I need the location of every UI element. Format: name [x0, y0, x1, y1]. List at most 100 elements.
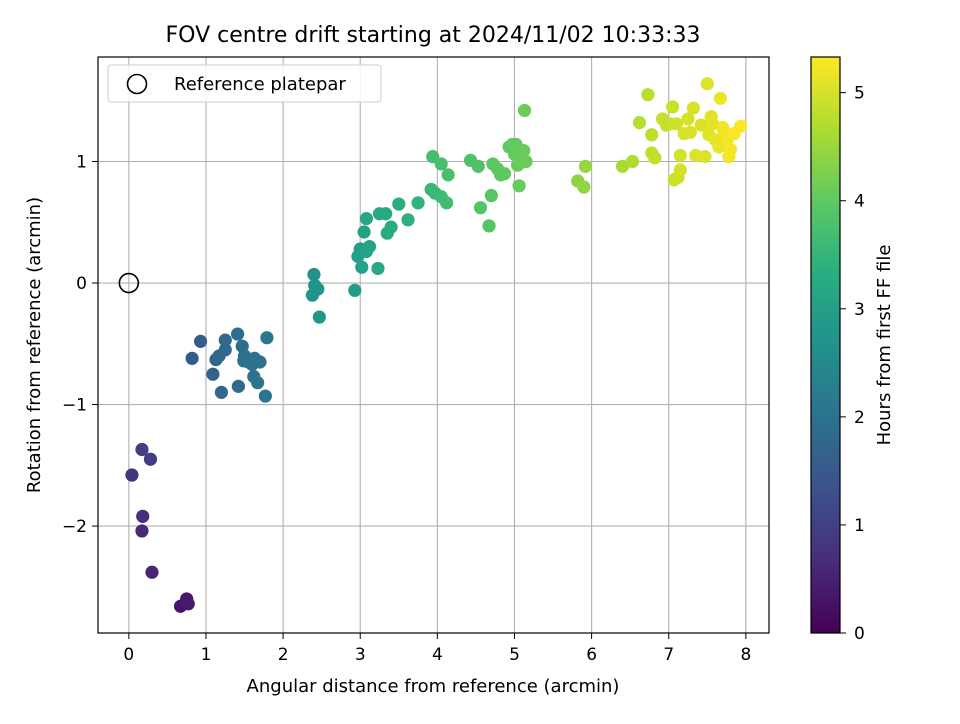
- reference-layer: [118, 272, 140, 294]
- data-point: [625, 154, 640, 169]
- y-tick-label: −1: [62, 396, 87, 416]
- data-point: [615, 159, 630, 173]
- data-point: [311, 282, 325, 296]
- x-tick-label: 2: [278, 645, 289, 665]
- data-point: [214, 385, 229, 399]
- y-tick-label: 0: [76, 274, 87, 294]
- data-point: [471, 159, 485, 173]
- data-point: [185, 351, 199, 365]
- data-point: [392, 197, 406, 211]
- data-point: [125, 468, 139, 482]
- data-point: [517, 143, 531, 158]
- data-point: [231, 379, 245, 393]
- reference-platepar-marker: [118, 272, 140, 294]
- data-point: [258, 389, 272, 403]
- y-tick-label: 1: [76, 153, 87, 173]
- data-point: [253, 355, 267, 369]
- data-point: [694, 118, 708, 132]
- x-tick-label: 3: [355, 645, 366, 665]
- colorbar-ticks: 0 1 2 3 4 5: [840, 84, 865, 644]
- data-point: [440, 196, 454, 210]
- data-point: [645, 128, 659, 142]
- data-point: [135, 442, 149, 457]
- data-point: [578, 159, 593, 173]
- data-point: [307, 267, 321, 282]
- data-point: [260, 331, 274, 345]
- data-point: [145, 565, 159, 579]
- data-point: [251, 376, 265, 390]
- colorbar-label: Hours from first FF file: [874, 245, 895, 446]
- data-point: [577, 180, 591, 194]
- legend-reference-label: Reference platepar: [174, 74, 346, 95]
- colorbar-tick-label: 2: [854, 408, 865, 428]
- colorbar-tick-label: 1: [854, 516, 865, 536]
- data-point: [218, 343, 232, 357]
- data-point: [193, 334, 208, 348]
- colorbar-tick-label: 4: [854, 192, 865, 212]
- data-point: [673, 148, 687, 163]
- data-point: [206, 367, 220, 381]
- data-point: [733, 119, 748, 133]
- data-point: [713, 91, 728, 105]
- colorbar-tick-label: 0: [854, 624, 865, 644]
- data-point: [706, 117, 720, 131]
- data-point: [379, 207, 393, 221]
- data-point: [641, 88, 655, 102]
- x-axis-label: Angular distance from reference (arcmin): [247, 676, 620, 697]
- legend: Reference platepar: [107, 64, 382, 103]
- points-layer: [125, 77, 748, 613]
- data-point: [673, 163, 687, 177]
- data-point: [683, 125, 697, 139]
- data-point: [136, 509, 150, 523]
- data-point: [519, 154, 533, 169]
- y-axis-label: Rotation from reference (arcmin): [24, 197, 45, 493]
- data-point: [482, 219, 496, 233]
- y-ticks: −2 −1 0 1: [62, 153, 98, 537]
- data-point: [181, 597, 195, 611]
- data-point: [401, 213, 415, 227]
- colorbar-gradient: [810, 56, 841, 634]
- x-tick-label: 7: [663, 645, 674, 665]
- data-point: [473, 201, 488, 215]
- data-point: [441, 168, 455, 182]
- data-point: [669, 117, 684, 131]
- data-point: [230, 327, 245, 341]
- colorbar-tick-label: 5: [854, 84, 865, 104]
- data-point: [723, 142, 738, 156]
- legend-box: [107, 64, 382, 103]
- data-point: [517, 103, 532, 118]
- data-point: [665, 100, 680, 114]
- data-point: [698, 150, 712, 164]
- x-tick-label: 6: [586, 645, 597, 665]
- chart-title: FOV centre drift starting at 2024/11/02 …: [166, 23, 701, 48]
- data-point: [359, 212, 373, 226]
- data-point: [700, 77, 714, 91]
- plot-frame: [97, 56, 770, 634]
- x-tick-label: 1: [201, 645, 212, 665]
- data-point: [632, 116, 647, 130]
- x-tick-label: 8: [740, 645, 751, 665]
- colorbar-tick-label: 3: [854, 300, 865, 320]
- data-point: [143, 452, 158, 466]
- data-point: [371, 261, 385, 276]
- x-tick-label: 4: [432, 645, 443, 665]
- x-tick-label: 0: [123, 645, 134, 665]
- data-point: [362, 239, 377, 254]
- data-point: [411, 196, 425, 210]
- data-point: [357, 225, 371, 239]
- x-tick-label: 5: [509, 645, 520, 665]
- data-point: [434, 157, 448, 171]
- data-point: [512, 179, 526, 193]
- data-point: [681, 112, 695, 126]
- data-point: [355, 260, 369, 274]
- x-ticks: 0 1 2 3 4 5 6 7 8: [123, 633, 751, 665]
- y-tick-label: −2: [62, 517, 87, 537]
- data-point: [497, 167, 512, 181]
- legend-reference-marker: [126, 73, 148, 95]
- data-point: [686, 101, 701, 115]
- data-point: [648, 151, 662, 165]
- colorbar: 0 1 2 3 4 5 Hours from first FF file: [810, 56, 895, 644]
- data-point: [312, 310, 326, 324]
